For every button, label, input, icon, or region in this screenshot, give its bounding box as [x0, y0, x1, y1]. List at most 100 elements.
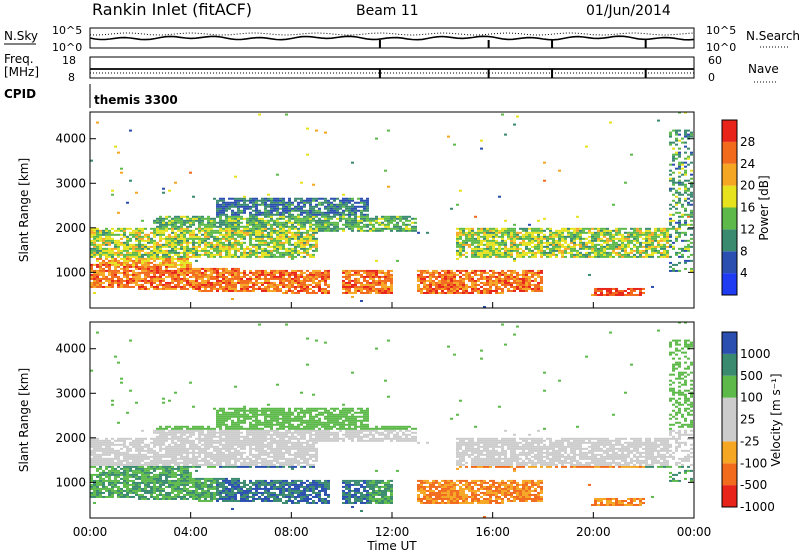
velocity-cell — [120, 491, 123, 494]
power-cell — [471, 233, 474, 236]
power-cell — [537, 289, 540, 292]
power-cell — [237, 243, 240, 246]
power-cell — [297, 201, 300, 204]
power-cell — [249, 279, 252, 282]
power-cell — [585, 243, 588, 246]
power-cell — [510, 239, 513, 242]
power-cell — [462, 241, 465, 244]
power-cell — [315, 227, 318, 230]
power-cell — [198, 241, 201, 244]
power-cell — [99, 239, 102, 242]
power-cell — [168, 259, 171, 262]
power-cell — [159, 243, 162, 246]
power-cell — [480, 289, 483, 292]
power-cell — [666, 237, 669, 240]
power-cell — [138, 271, 141, 274]
velocity-cell — [111, 489, 114, 492]
power-cell — [657, 239, 660, 242]
power-cell — [249, 233, 252, 236]
power-cell — [282, 241, 285, 244]
power-cell — [525, 233, 528, 236]
power-cell — [99, 245, 102, 248]
power-cell — [522, 249, 525, 252]
velocity-cell — [132, 485, 135, 488]
power-cell — [294, 245, 297, 248]
power-cell — [144, 265, 147, 268]
power-cell — [411, 229, 414, 232]
power-cell — [138, 247, 141, 250]
power-cell — [480, 227, 483, 230]
power-cell — [138, 261, 141, 264]
power-cell — [315, 291, 318, 294]
power-cell — [180, 245, 183, 248]
power-cell — [615, 231, 618, 234]
power-cell — [129, 239, 132, 242]
velocity-cell — [99, 441, 102, 444]
power-cell — [93, 229, 96, 232]
power-cell — [96, 245, 99, 248]
power-cell — [279, 281, 282, 284]
power-cell — [558, 245, 561, 248]
power-cell — [534, 251, 537, 254]
power-cell — [294, 197, 297, 200]
velocity-cell — [111, 491, 114, 494]
power-cell — [135, 265, 138, 268]
power-cell — [180, 271, 183, 274]
power-cell — [486, 255, 489, 258]
power-cell — [513, 239, 516, 242]
power-cell — [285, 253, 288, 256]
power-cell — [579, 233, 582, 236]
power-cell — [174, 265, 177, 268]
power-cell — [579, 253, 582, 256]
power-cell — [438, 285, 441, 288]
power-cell — [99, 229, 102, 232]
power-cell — [279, 277, 282, 280]
power-cell — [321, 291, 324, 294]
power-cell — [120, 279, 123, 282]
power-cell — [507, 231, 510, 234]
velocity-cell — [132, 461, 135, 464]
power-cell — [234, 233, 237, 236]
power-cell — [120, 257, 123, 260]
power-cell — [672, 159, 675, 162]
power-cell — [684, 151, 687, 154]
velocity-cell — [99, 449, 102, 452]
power-cell — [297, 233, 300, 236]
velocity-cell — [96, 489, 99, 492]
power-cell — [432, 289, 435, 292]
power-cell — [537, 287, 540, 290]
power-cell — [99, 267, 102, 270]
power-cell — [465, 233, 468, 236]
power-cell — [435, 283, 438, 286]
power-cell — [228, 221, 231, 224]
power-cell — [180, 217, 183, 220]
power-cell — [228, 255, 231, 258]
power-cell — [243, 249, 246, 252]
power-cell — [624, 253, 627, 256]
power-cell — [207, 269, 210, 272]
power-cell — [126, 201, 129, 204]
power-cell — [276, 245, 279, 248]
power-cell — [309, 201, 312, 204]
power-cell — [657, 235, 660, 238]
power-cell — [690, 227, 693, 230]
power-cell — [360, 289, 363, 292]
power-cell — [648, 245, 651, 248]
velocity-cell — [105, 467, 108, 470]
power-cell — [528, 281, 531, 284]
power-cell — [609, 235, 612, 238]
power-cell — [405, 225, 408, 228]
power-cell — [246, 287, 249, 290]
velocity-cell — [120, 495, 123, 498]
power-cell — [597, 293, 600, 296]
power-cell — [621, 243, 624, 246]
power-cell — [150, 267, 153, 270]
power-cell — [621, 247, 624, 250]
power-cell — [315, 271, 318, 274]
power-cell — [291, 291, 294, 294]
power-cell — [456, 237, 459, 240]
power-cell — [327, 229, 330, 232]
power-cell — [150, 279, 153, 282]
power-cell — [327, 211, 330, 214]
velocity-cell — [108, 465, 111, 468]
